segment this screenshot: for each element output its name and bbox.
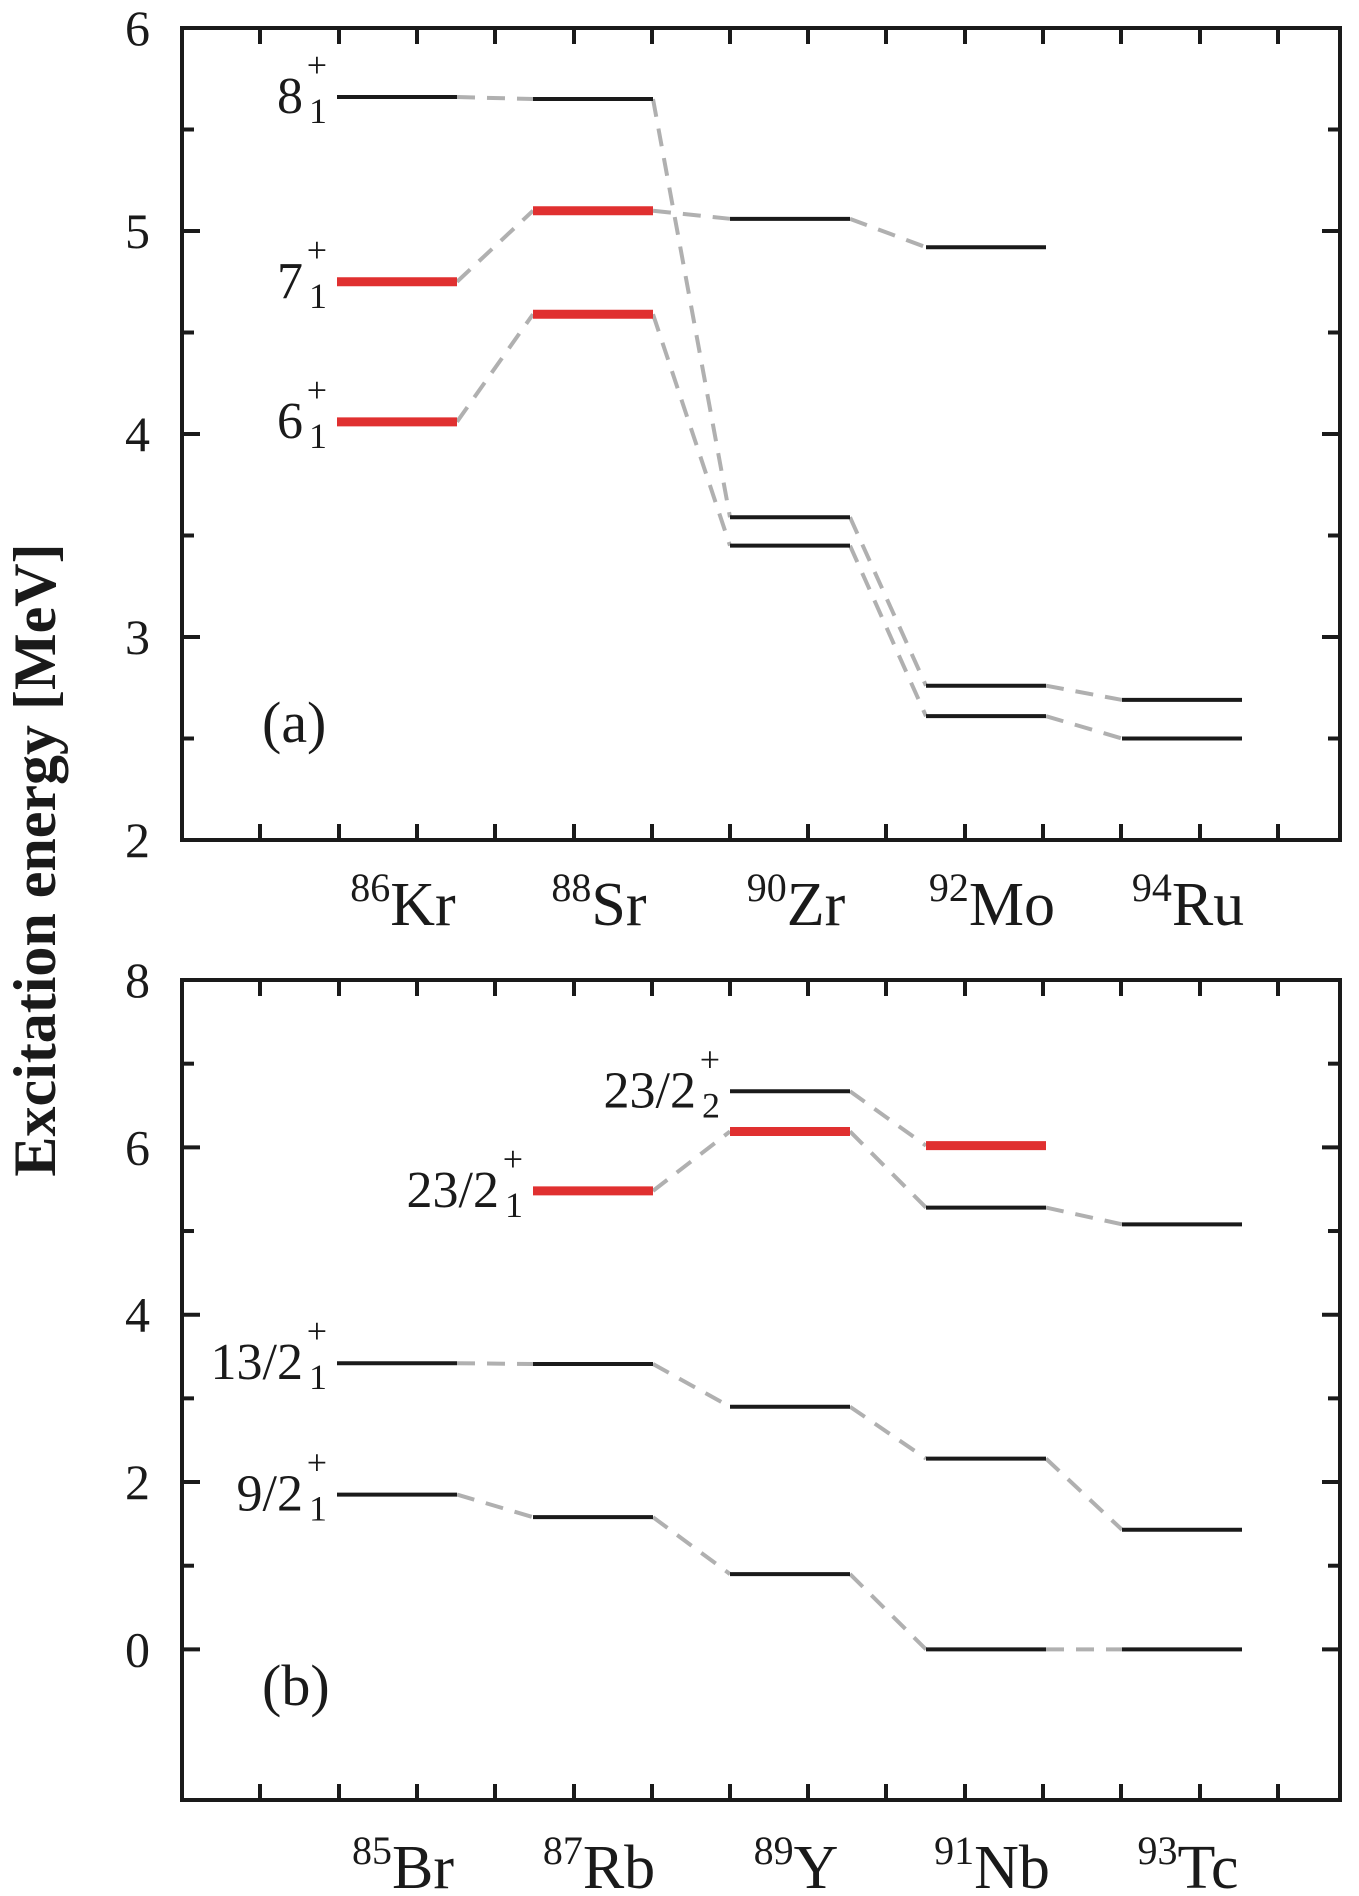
y-tick-label: 5 xyxy=(125,203,150,259)
nucleus-label: 85Br xyxy=(352,1828,454,1896)
state-label-main: 9/2 xyxy=(237,1466,303,1523)
state-label-sub: 1 xyxy=(505,1185,523,1225)
state-label-main: 6 xyxy=(277,393,303,450)
connector-line xyxy=(849,216,927,250)
state-label-main: 8 xyxy=(277,68,303,125)
connector-line xyxy=(651,98,732,518)
y-tick-label: 2 xyxy=(125,1454,150,1510)
y-tick-label: 4 xyxy=(125,406,150,462)
connector-line xyxy=(456,1361,534,1367)
nucleus-label: 89Y xyxy=(754,1828,839,1896)
y-axis-label: Excitation energy [MeV] xyxy=(2,543,68,1176)
state-label-sup: + xyxy=(307,1311,327,1351)
y-tick-label: 6 xyxy=(125,1119,150,1175)
state-label-sub: 2 xyxy=(702,1085,720,1125)
nucleus-label: 94Ru xyxy=(1132,865,1244,939)
connector-line xyxy=(848,1405,928,1461)
y-tick-label: 6 xyxy=(125,0,150,56)
y-tick-label: 4 xyxy=(125,1287,150,1343)
connector-line xyxy=(456,95,534,102)
state-label-sub: 1 xyxy=(309,1357,327,1397)
nucleus-label: 87Rb xyxy=(543,1828,655,1896)
y-tick-label: 8 xyxy=(125,952,150,1008)
connector-line xyxy=(651,313,732,547)
state-label: +17 xyxy=(277,230,327,316)
connector-line xyxy=(1044,1457,1124,1532)
state-label-sub: 1 xyxy=(309,1489,327,1529)
y-tick-label: 2 xyxy=(125,812,150,868)
state-label: +16 xyxy=(277,370,327,456)
state-label-sup: + xyxy=(307,370,327,410)
connector-line xyxy=(848,1089,928,1148)
state-label: +123/2 xyxy=(407,1139,523,1225)
panel-label: (b) xyxy=(262,1653,330,1718)
state-label: +19/2 xyxy=(237,1443,327,1529)
connector-line xyxy=(652,1362,731,1409)
connector-line xyxy=(1045,683,1123,702)
panel-label: (a) xyxy=(262,690,326,755)
state-label-sub: 1 xyxy=(309,416,327,456)
nucleus-label: 88Sr xyxy=(551,865,646,939)
state-label-main: 23/2 xyxy=(407,1162,499,1219)
plot-frame xyxy=(180,26,1342,842)
nucleus-label: 93Tc xyxy=(1137,1828,1238,1896)
nucleus-label: 86Kr xyxy=(350,865,456,939)
y-tick-label: 3 xyxy=(125,609,150,665)
state-label-sup: + xyxy=(700,1039,720,1079)
state-label: +113/2 xyxy=(211,1311,327,1397)
state-label-sup: + xyxy=(307,1443,327,1483)
state-label-sup: + xyxy=(503,1139,523,1179)
state-label-sub: 1 xyxy=(309,91,327,131)
state-label-sub: 1 xyxy=(309,276,327,316)
state-label-main: 23/2 xyxy=(604,1062,696,1119)
state-label-main: 7 xyxy=(277,253,303,310)
state-label-main: 13/2 xyxy=(211,1334,303,1391)
connector-line xyxy=(848,544,928,717)
connector-line xyxy=(1045,714,1123,741)
state-label: +18 xyxy=(277,45,327,131)
connector-line xyxy=(652,208,731,221)
state-label-sup: + xyxy=(307,45,327,85)
connector-line xyxy=(455,209,535,284)
state-label: +223/2 xyxy=(604,1039,720,1125)
nucleus-label: 90Zr xyxy=(747,865,846,939)
connector-line xyxy=(848,1130,928,1210)
plot-frame xyxy=(180,978,1342,1802)
nucleus-label: 91Nb xyxy=(934,1828,1050,1896)
connector-line xyxy=(455,313,535,423)
state-label-sup: + xyxy=(307,230,327,270)
nucleus-label: 92Mo xyxy=(929,865,1055,939)
connector-line xyxy=(848,1572,928,1651)
connector-line xyxy=(651,1515,732,1576)
connector-line xyxy=(651,1129,732,1193)
y-tick-label: 0 xyxy=(125,1621,150,1677)
connector-line xyxy=(1045,1205,1123,1227)
connector-line xyxy=(848,516,928,687)
connector-line xyxy=(456,1492,534,1520)
